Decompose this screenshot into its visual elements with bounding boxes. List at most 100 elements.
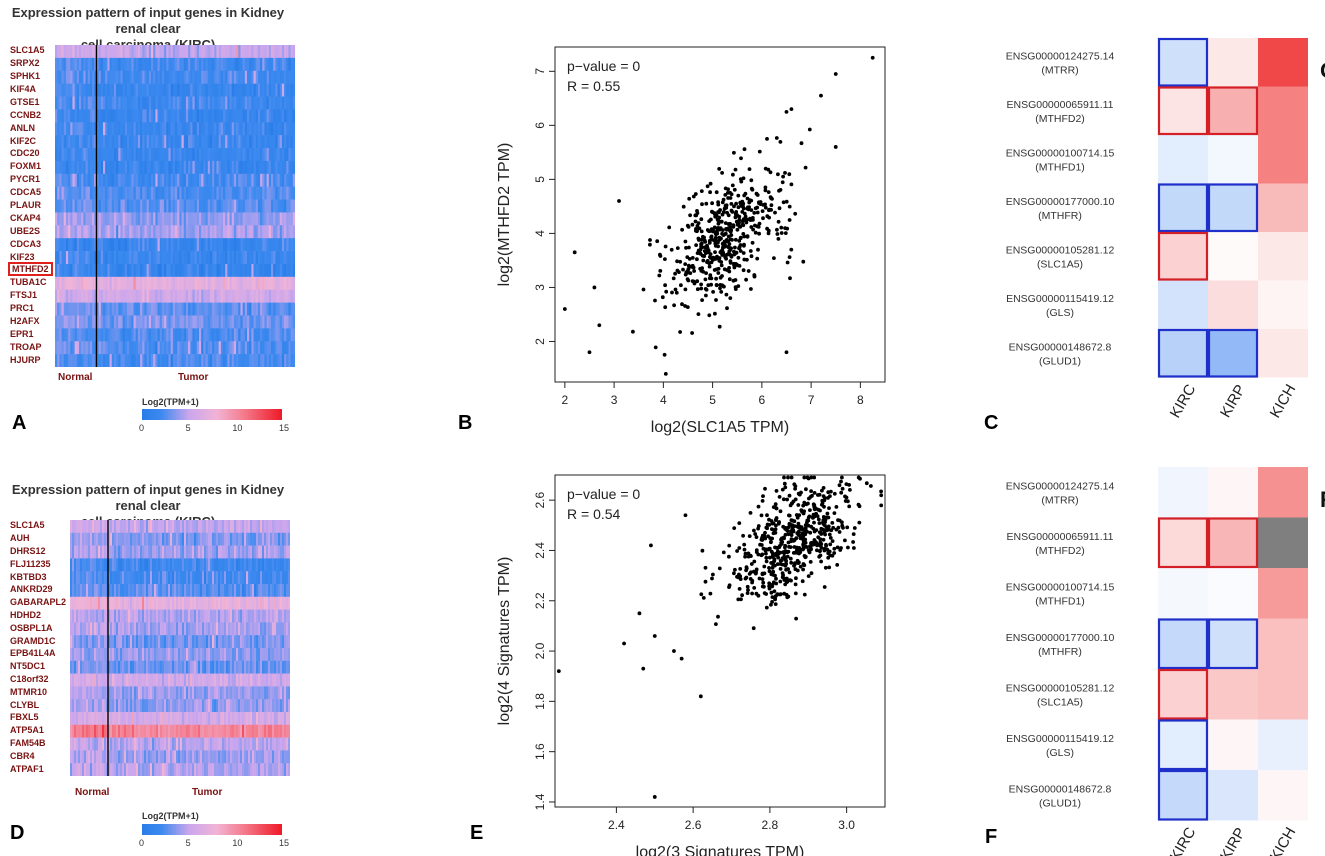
heatmap-cell bbox=[122, 263, 126, 278]
heatmap-cell bbox=[150, 545, 153, 559]
heatmap-cell bbox=[79, 328, 82, 342]
heatmap-cell bbox=[281, 109, 285, 123]
heatmap-cell bbox=[190, 558, 193, 572]
heatmap-cell bbox=[98, 109, 102, 123]
gene-label-c18orf32: C18orf32 bbox=[10, 674, 49, 684]
heatmap-cell bbox=[70, 212, 73, 226]
scatter-point bbox=[742, 234, 747, 239]
scatter-point bbox=[743, 214, 748, 219]
heatmap-cell bbox=[238, 225, 241, 239]
scatter-point bbox=[572, 250, 577, 255]
heatmap-cell bbox=[181, 328, 185, 342]
heatmap-cell bbox=[142, 186, 145, 200]
heatmap-cell bbox=[260, 225, 263, 239]
heatmap-cell bbox=[124, 263, 128, 278]
heatmap-cell bbox=[170, 571, 173, 585]
heatmap-cell bbox=[76, 70, 80, 84]
heatmap-cell bbox=[183, 96, 187, 110]
heatmap-cell bbox=[227, 135, 230, 149]
heatmap-cell bbox=[92, 660, 95, 674]
heatmap-cell bbox=[160, 520, 163, 534]
heatmap-cell bbox=[196, 520, 199, 534]
heatmap-cell bbox=[124, 341, 128, 355]
heatmap-cell bbox=[226, 584, 229, 598]
heatmap-cell bbox=[260, 276, 263, 291]
heatmap-cell bbox=[258, 609, 261, 623]
heatmap-cell bbox=[179, 328, 182, 342]
heatmap-cell bbox=[152, 571, 155, 585]
heatmap-cell bbox=[132, 622, 135, 636]
heatmap-cell bbox=[290, 315, 294, 329]
heatmap-cell bbox=[198, 648, 201, 662]
heatmap-cell bbox=[249, 354, 252, 367]
heatmap-cell bbox=[194, 584, 197, 598]
heatmap-cell bbox=[216, 212, 220, 226]
gene-label-pycr1: PYCR1 bbox=[10, 174, 41, 185]
heatmap-cell bbox=[254, 584, 257, 598]
heatmap-cell bbox=[258, 584, 261, 598]
heatmap-cell bbox=[151, 160, 154, 175]
heatmap-cell bbox=[138, 584, 141, 598]
heatmap-cell bbox=[284, 199, 287, 213]
heatmap-cell bbox=[164, 328, 167, 342]
heatmap-cell bbox=[286, 263, 289, 278]
heatmap-cell bbox=[249, 199, 252, 213]
heatmap-cell bbox=[206, 673, 209, 687]
heatmap-cell bbox=[87, 57, 91, 72]
heatmap-cell bbox=[92, 289, 95, 303]
heatmap-cell bbox=[238, 45, 241, 59]
heatmap-cell bbox=[236, 341, 239, 355]
heatmap-cell bbox=[201, 315, 204, 329]
heatmap-cell bbox=[271, 302, 274, 316]
heatmap-cell bbox=[232, 596, 235, 610]
heatmap-cell bbox=[216, 609, 219, 623]
heatmap-cell bbox=[268, 251, 272, 265]
colorbar-step bbox=[202, 409, 205, 420]
heatmap-cell bbox=[76, 596, 79, 610]
heatmap-cell bbox=[135, 160, 139, 175]
scatter-point bbox=[781, 174, 785, 179]
heatmap-cell bbox=[80, 532, 83, 546]
heatmap-cell bbox=[124, 660, 127, 674]
heatmap-cell bbox=[151, 45, 154, 59]
heatmap-cell bbox=[271, 83, 274, 97]
heatmap-cell bbox=[277, 70, 281, 84]
heatmap-cell bbox=[282, 635, 285, 649]
scatter-point bbox=[699, 237, 704, 242]
heatmap-cell bbox=[227, 109, 230, 123]
heatmap-cell bbox=[55, 148, 58, 162]
heatmap-cell bbox=[166, 238, 169, 252]
heatmap-cell bbox=[154, 532, 157, 546]
heatmap-cell bbox=[70, 635, 73, 649]
scatter-point bbox=[769, 203, 774, 208]
heatmap-cell bbox=[137, 122, 141, 136]
heatmap-cell bbox=[218, 70, 222, 84]
heatmap-cell bbox=[253, 315, 257, 329]
heatmap-cell bbox=[240, 160, 244, 175]
scatter-point bbox=[720, 251, 724, 256]
heatmap-cell bbox=[106, 584, 109, 598]
heatmap-cell bbox=[98, 83, 102, 97]
heatmap-cell bbox=[79, 45, 82, 59]
heatmap-cell bbox=[249, 186, 252, 200]
heatmap-cell bbox=[196, 302, 200, 316]
heatmap-cell bbox=[160, 622, 163, 636]
heatmap-cell bbox=[104, 571, 107, 585]
heatmap-cell bbox=[57, 160, 60, 175]
heatmap-cell bbox=[57, 186, 60, 200]
heatmap-cell bbox=[260, 109, 263, 123]
heatmap-cell bbox=[120, 173, 124, 187]
scatter-point bbox=[765, 214, 770, 219]
heatmap-cell bbox=[151, 109, 154, 123]
heatmap-cell bbox=[177, 57, 180, 72]
heatmap-cell bbox=[100, 545, 103, 559]
heatmap-cell bbox=[220, 648, 223, 662]
heatmap-cell bbox=[120, 276, 124, 291]
heatmap-cell bbox=[79, 354, 82, 367]
panel-a-heatmap bbox=[55, 45, 295, 367]
heatmap-cell bbox=[266, 109, 270, 123]
scatter-point bbox=[713, 244, 718, 248]
heatmap-cell bbox=[74, 135, 78, 149]
heatmap-cell bbox=[190, 648, 193, 662]
heatmap-cell bbox=[242, 328, 246, 342]
